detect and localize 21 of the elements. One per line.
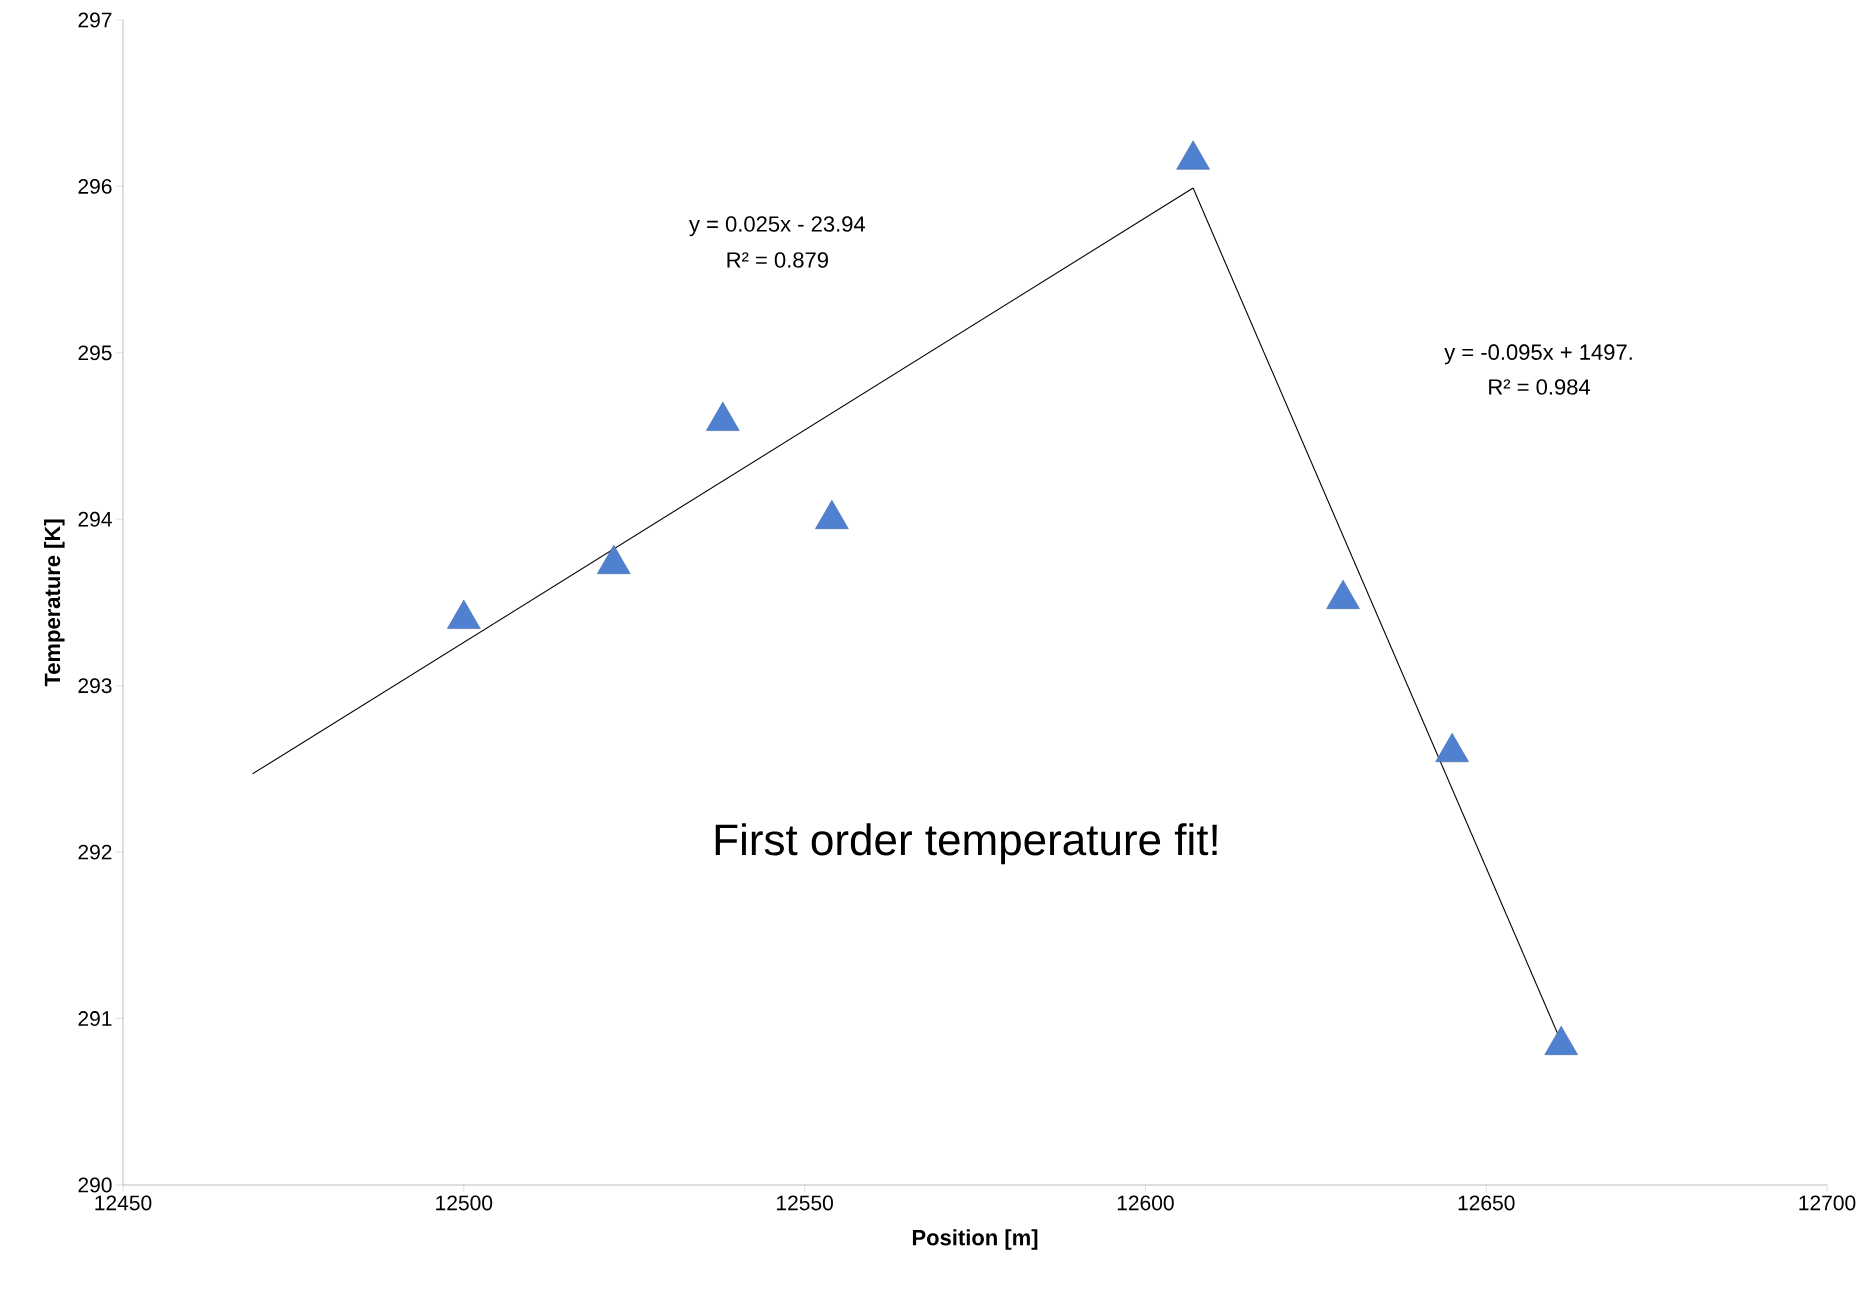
y-tick-label: 291 xyxy=(78,1011,112,1026)
x-tick-label: 12450 xyxy=(95,1195,152,1211)
annotation: y = 0.025x - 23.94 xyxy=(689,216,866,237)
y-axis-title: Temperature [K] xyxy=(44,519,65,687)
y-tick-label: 290 xyxy=(78,1177,112,1193)
y-tick-label: 295 xyxy=(78,345,112,361)
x-tick-label: 12500 xyxy=(436,1195,493,1211)
y-tick-label: 294 xyxy=(78,511,112,527)
annotation: R² = 0.984 xyxy=(1489,379,1591,395)
y-tick-label: 292 xyxy=(78,844,112,860)
x-tick-label: 12600 xyxy=(1117,1195,1174,1211)
x-tick-label: 12550 xyxy=(777,1195,833,1211)
annotation: R² = 0.879 xyxy=(727,252,828,268)
x-tick-label: 12700 xyxy=(1799,1195,1856,1211)
annotation: First order temperature fit! xyxy=(715,823,1217,865)
x-tick-label: 12650 xyxy=(1458,1195,1515,1211)
y-tick-label: 293 xyxy=(78,678,112,694)
annotation: y = -0.095x + 1497. xyxy=(1444,344,1632,365)
y-tick-label: 297 xyxy=(78,12,112,28)
x-axis-title: Position [m] xyxy=(912,1229,1038,1250)
y-tick-label: 296 xyxy=(78,178,112,194)
